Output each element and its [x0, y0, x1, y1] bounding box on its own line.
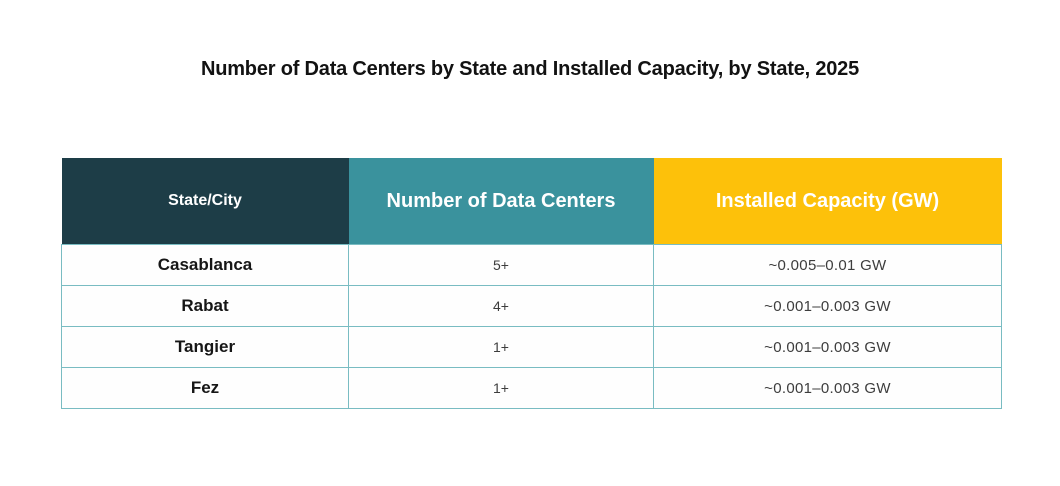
table-row: Fez 1+ ~0.001–0.003 GW	[61, 367, 1002, 409]
table-row: Tangier 1+ ~0.001–0.003 GW	[61, 326, 1002, 368]
chart-title: Number of Data Centers by State and Inst…	[200, 58, 860, 80]
header-number-of-data-centers: Number of Data Centers	[348, 158, 654, 245]
cell-count: 5+	[348, 244, 654, 286]
table-row: Rabat 4+ ~0.001–0.003 GW	[61, 285, 1002, 327]
cell-capacity: ~0.005–0.01 GW	[653, 244, 1002, 286]
cell-capacity: ~0.001–0.003 GW	[653, 326, 1002, 368]
cell-count: 1+	[348, 326, 654, 368]
cell-state: Casablanca	[61, 244, 349, 286]
data-table: State/City Number of Data Centers Instal…	[61, 158, 1002, 409]
cell-state: Tangier	[61, 326, 349, 368]
cell-state: Fez	[61, 367, 349, 409]
table-row: Casablanca 5+ ~0.005–0.01 GW	[61, 244, 1002, 286]
cell-count: 1+	[348, 367, 654, 409]
cell-capacity: ~0.001–0.003 GW	[653, 367, 1002, 409]
cell-count: 4+	[348, 285, 654, 327]
header-installed-capacity: Installed Capacity (GW)	[653, 158, 1002, 245]
cell-state: Rabat	[61, 285, 349, 327]
header-state-city: State/City	[61, 158, 349, 245]
header-row: State/City Number of Data Centers Instal…	[61, 158, 1002, 245]
cell-capacity: ~0.001–0.003 GW	[653, 285, 1002, 327]
